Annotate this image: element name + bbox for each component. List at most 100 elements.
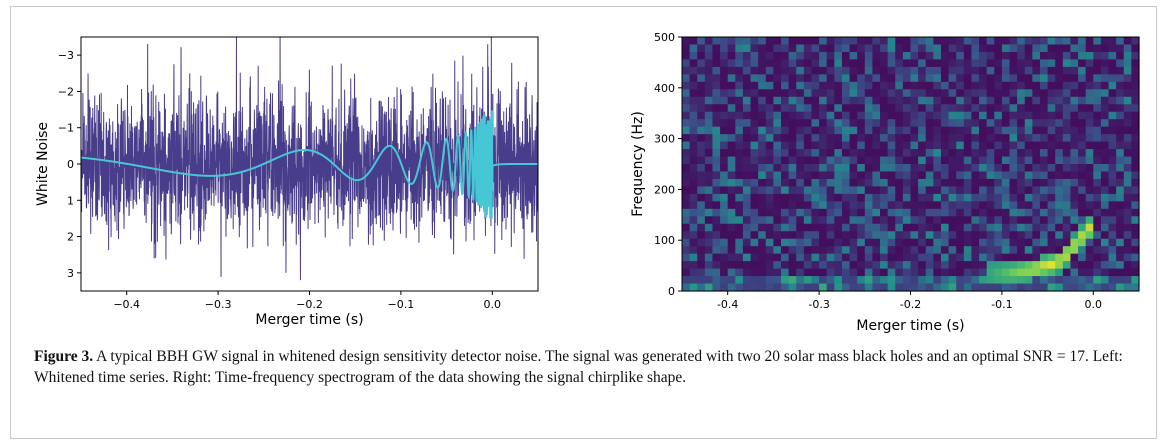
spectrogram-cell	[1100, 156, 1110, 165]
spectrogram-cell	[872, 208, 881, 217]
spectrogram-cell	[682, 141, 691, 150]
spectrogram-cell	[857, 51, 866, 61]
spectrogram-cell	[1078, 268, 1087, 277]
spectrogram-cell	[1009, 156, 1018, 165]
spectrogram-cell	[788, 111, 797, 120]
spectrogram-cell	[773, 283, 782, 292]
spectrogram-cell	[712, 164, 721, 173]
spectrogram-cell	[1070, 193, 1079, 202]
spectrogram-cell	[781, 216, 790, 225]
spectrogram-cell	[819, 134, 828, 143]
spectrogram-cell	[979, 119, 988, 128]
spectrogram-cell	[1039, 81, 1049, 90]
spectrogram-cell	[1078, 66, 1087, 75]
spectrogram-cell	[849, 74, 858, 83]
spectrogram-cell	[689, 149, 698, 158]
spectrogram-cell	[735, 44, 744, 53]
spectrogram-cell	[918, 119, 927, 128]
spectrogram-cell	[682, 208, 691, 217]
spectrogram-cell	[979, 164, 988, 173]
spectrogram-cell	[834, 126, 843, 135]
spectrogram-cell	[773, 268, 782, 277]
spectrogram-cell	[986, 171, 995, 180]
spectrogram-cell	[742, 171, 752, 180]
spectrogram-cell	[796, 44, 805, 53]
spectrogram-cell	[689, 119, 698, 128]
spectrogram-cell	[895, 253, 904, 262]
spectrogram-cell	[1070, 231, 1079, 240]
spectrogram-cell	[1078, 111, 1087, 120]
spectrogram-cell	[1116, 59, 1125, 68]
spectrogram-cell	[1047, 81, 1056, 90]
spectrogram-cell	[902, 156, 912, 165]
spectrogram-cell	[1024, 126, 1033, 135]
spectrogram-cell	[864, 37, 874, 46]
spectrogram-cell	[781, 37, 790, 46]
spectrogram-cell	[1085, 171, 1094, 180]
spectrogram-cell	[1039, 261, 1049, 270]
spectrogram-cell	[796, 216, 805, 225]
spectrogram-cell	[1085, 119, 1094, 128]
spectrogram-cell	[971, 261, 980, 270]
spectrogram-cell	[910, 216, 919, 225]
spectrogram-cell	[750, 89, 759, 98]
spectrogram-cell	[712, 37, 721, 46]
spectrogram-cell	[803, 119, 813, 128]
spectrogram-cell	[1116, 276, 1125, 285]
spectrogram-cell	[864, 104, 874, 113]
spectrogram-cell	[849, 37, 858, 46]
spectrogram-cell	[1116, 178, 1125, 188]
spectrogram-cell	[1123, 283, 1132, 292]
spectrogram-cell	[910, 126, 919, 135]
spectrogram-cell	[902, 164, 912, 173]
spectrogram-cell	[956, 276, 965, 285]
spectrogram-cell	[857, 134, 866, 143]
spectrogram-cell	[720, 89, 729, 98]
spectrogram-cell	[902, 193, 912, 202]
spectrogram-cell	[933, 261, 942, 270]
spectrogram-cell	[1070, 89, 1079, 98]
spectrogram-cell	[948, 37, 957, 46]
spectrogram-cell	[803, 193, 813, 202]
spectrogram-cell	[704, 246, 714, 255]
spectrogram-cell	[704, 283, 714, 292]
spectrogram-cell	[1093, 96, 1102, 105]
spectrogram-cell	[1047, 231, 1056, 240]
spectrogram-cell	[1078, 253, 1087, 262]
spectrogram-cell	[1024, 223, 1033, 232]
spectrogram-cell	[1123, 134, 1132, 143]
spectrogram-cell	[1093, 111, 1102, 120]
spectrogram-cell	[1123, 253, 1132, 262]
spectrogram-cell	[735, 141, 744, 150]
spectrogram-cell	[948, 44, 957, 53]
spectrogram-cell	[940, 223, 950, 232]
spectrogram-cell	[994, 156, 1003, 165]
spectrogram-cell	[910, 193, 919, 202]
spectrogram-cell	[925, 201, 934, 210]
spectrogram-cell	[1062, 171, 1072, 180]
spectrogram-cell	[986, 164, 995, 173]
spectrogram-cell	[704, 156, 714, 165]
spectrogram-cell	[1024, 96, 1033, 105]
spectrogram-cell	[1024, 276, 1033, 285]
spectrogram-cell	[933, 193, 942, 202]
spectrogram-cell	[796, 66, 805, 75]
spectrogram-cell	[849, 216, 858, 225]
spectrogram-cell	[918, 44, 927, 53]
spectrogram-cell	[1024, 66, 1033, 75]
spectrogram-cell	[712, 141, 721, 150]
spectrogram-cell	[758, 156, 767, 165]
spectrogram-cell	[979, 156, 988, 165]
spectrogram-cell	[864, 81, 874, 90]
spectrogram-cell	[880, 51, 889, 61]
spectrogram-cell	[750, 231, 759, 240]
spectrogram-cell	[1001, 89, 1011, 98]
spectrogram-cell	[720, 156, 729, 165]
spectrogram-cell	[781, 156, 790, 165]
spectrogram-cell	[1039, 246, 1049, 255]
spectrogram-cell	[1009, 246, 1018, 255]
spectrogram-cell	[1123, 104, 1132, 113]
spectrogram-cell	[933, 178, 942, 188]
spectrogram-cell	[735, 253, 744, 262]
spectrogram-cell	[887, 126, 896, 135]
